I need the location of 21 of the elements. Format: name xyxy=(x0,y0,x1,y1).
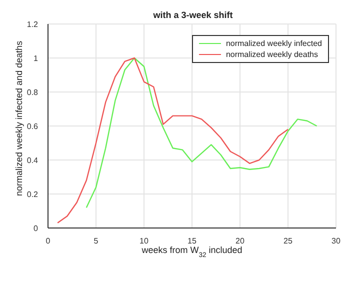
x-tick-label: 5 xyxy=(94,236,99,246)
y-tick-label: 0.8 xyxy=(26,88,39,97)
y-tick-label: 0.6 xyxy=(26,122,39,131)
line-series xyxy=(86,57,318,208)
y-tick-label: 1 xyxy=(34,54,39,63)
x-tick-label: 25 xyxy=(284,236,293,246)
legend-label: normalized weekly deaths xyxy=(224,49,319,60)
x-tick-label: 0 xyxy=(46,236,51,246)
y-tick-label: 1.2 xyxy=(26,20,39,29)
y-tick-label: 0.4 xyxy=(26,156,39,165)
legend-label: normalized weekly infected xyxy=(224,38,322,49)
y-tick-label: 0.2 xyxy=(26,190,39,199)
x-tick-label: 10 xyxy=(140,236,149,246)
x-axis-title: weeks from W$_{32}$ included xyxy=(140,245,242,258)
x-tick-label: 15 xyxy=(188,236,197,246)
chart-title: with a 3-week shift xyxy=(152,10,233,20)
x-tick-label: 20 xyxy=(236,236,245,246)
line-series xyxy=(57,57,289,224)
x-tick-label: 30 xyxy=(332,236,341,246)
y-axis-title: normalized weekly infected and deaths xyxy=(14,40,24,196)
y-tick-label: 0 xyxy=(34,224,39,233)
